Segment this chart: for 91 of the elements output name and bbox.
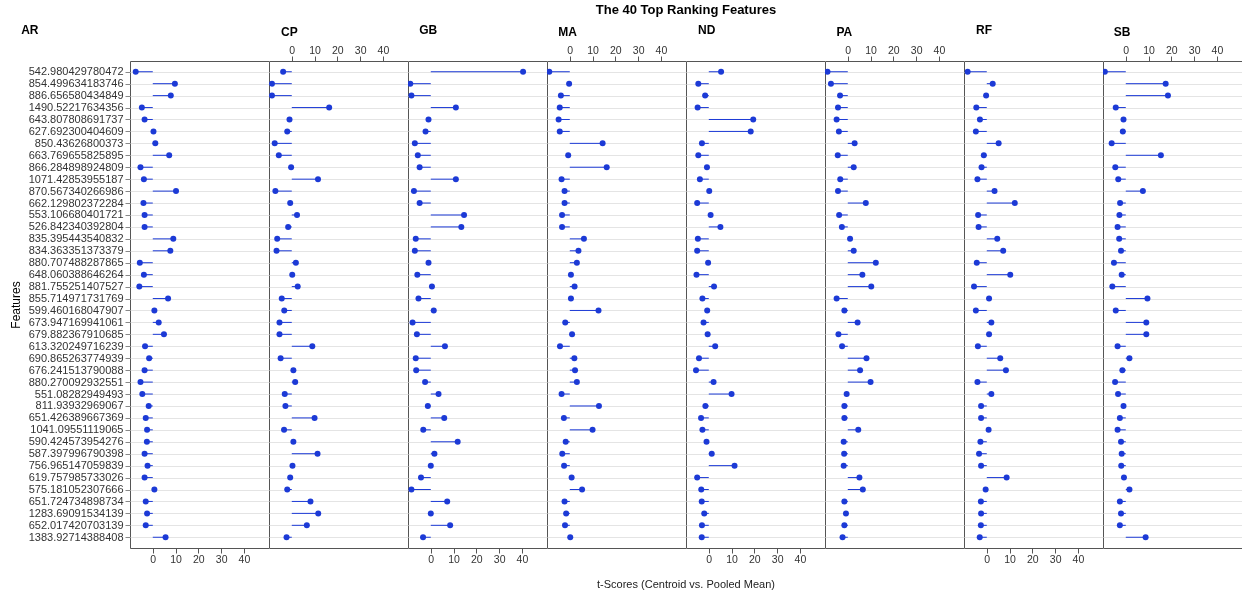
y-tick-label: 651.426389667369 [28,411,124,424]
y-tick-label: 553.106680401721 [28,208,124,221]
y-tick-label: 663.769655825895 [28,148,124,161]
y-tick-label: 643.807808691737 [28,112,124,125]
y-tick-label: 587.397996790398 [28,447,124,460]
y-tick-label: 648.060388646264 [28,268,124,281]
y-tick-label: 835.395443540832 [28,232,124,245]
y-tick-label: 662.129802372284 [28,196,124,209]
text: AR [21,23,39,37]
x-tick-label: 30 [1188,43,1201,56]
x-tick-label: 0 [706,552,713,565]
x-tick-label: 0 [289,43,296,56]
y-tick-label: 652.017420703139 [28,518,124,531]
x-tick-label: 0 [428,552,435,565]
y-tick-label: 886.656580434849 [28,89,124,102]
y-tick-label: 651.724734898734 [28,494,124,507]
chart-title: ND [698,23,716,37]
x-tick-label: 20 [332,43,344,56]
x-tick-label: 20 [1027,552,1039,565]
text: The 40 Top Ranking Features [594,1,778,18]
x-tick-label: 10 [1143,43,1156,56]
y-tick-label: 575.181052307666 [28,483,124,496]
y-tick-label: 866.284898924809 [28,160,124,173]
y-tick-label: 811.93932969067 [35,399,124,412]
x-tick-label: 20 [888,43,900,56]
x-axis-title: t-Scores (Centroid vs. Pooled Mean) [596,577,776,592]
y-tick-label: 627.692300404609 [28,124,124,137]
y-tick-label: 542.980429780472 [28,65,124,78]
y-tick-label: 599.460168047907 [28,303,124,316]
chart-title: RF [976,23,992,37]
x-tick-label: 0 [150,552,157,565]
y-tick-label: 613.320249716239 [28,339,124,352]
y-tick-label: 1490.52217634356 [28,101,124,114]
x-tick-label: 30 [771,552,784,565]
y-tick-label: 551.08282949493 [34,387,124,400]
x-tick-label: 10 [865,43,878,56]
x-tick-label: 40 [516,552,529,565]
y-tick-label: 673.947169941061 [28,315,124,328]
y-tick-label: 854.499634183746 [28,77,124,90]
x-tick-label: 10 [1004,552,1017,565]
x-tick-label: 20 [471,552,483,565]
x-tick-label: 10 [587,43,600,56]
chart-title: CP [280,25,298,39]
x-tick-label: 40 [238,552,251,565]
x-tick-label: 40 [933,43,946,56]
y-tick-label: 880.707488287865 [28,256,124,269]
x-tick-label: 10 [726,552,739,565]
x-tick-label: 30 [354,43,367,56]
chart-title: SB [1113,25,1131,39]
x-tick-label: 0 [567,43,574,56]
x-tick-label: 0 [984,552,991,565]
x-tick-label: 30 [910,43,923,56]
x-tick-label: 40 [1211,43,1224,56]
chart-title: PA [836,25,853,39]
y-axis-title: Features [8,281,23,329]
x-tick-label: 40 [794,552,807,565]
x-tick-label: 30 [215,552,228,565]
x-tick-label: 10 [170,552,183,565]
y-tick-label: 676.241513790088 [28,363,124,376]
x-tick-label: 0 [845,43,852,56]
x-tick-label: 20 [749,552,761,565]
x-tick-label: 20 [610,43,622,56]
y-tick-label: 850.43626800373 [34,136,124,149]
x-tick-label: 40 [1072,552,1085,565]
y-tick-label: 1041.09551119065 [30,423,124,436]
y-tick-label: 855.714971731769 [28,292,124,305]
chart-title: GB [419,23,438,37]
x-tick-label: 20 [193,552,205,565]
y-tick-label: 1383.92714388408 [28,530,124,543]
x-tick-label: 30 [632,43,645,56]
y-tick-label: 881.755251407527 [28,280,124,293]
y-tick-label: 870.567340266986 [28,184,124,197]
y-tick-label: 690.865263774939 [28,351,124,364]
y-tick-label: 590.424573954276 [28,435,124,448]
x-tick-label: 40 [377,43,390,56]
y-tick-label: 1283.69091534139 [28,506,124,519]
x-tick-label: 10 [448,552,461,565]
y-tick-label: 619.757985733026 [28,471,124,484]
y-tick-label: 880.270092932551 [28,375,124,388]
x-tick-label: 10 [309,43,322,56]
x-tick-label: 30 [1049,552,1062,565]
x-tick-label: 40 [655,43,668,56]
x-tick-label: 20 [1166,43,1178,56]
y-tick-label: 834.363351373379 [28,244,124,257]
y-tick-label: 679.882367910685 [28,327,124,340]
y-tick-label: 526.842340392804 [28,220,124,233]
y-tick-label: 1071.42853955187 [28,172,124,185]
chart-title: MA [558,25,578,39]
x-tick-label: 0 [1123,43,1130,56]
x-tick-label: 30 [493,552,506,565]
y-tick-label: 756.965147059839 [28,459,124,472]
